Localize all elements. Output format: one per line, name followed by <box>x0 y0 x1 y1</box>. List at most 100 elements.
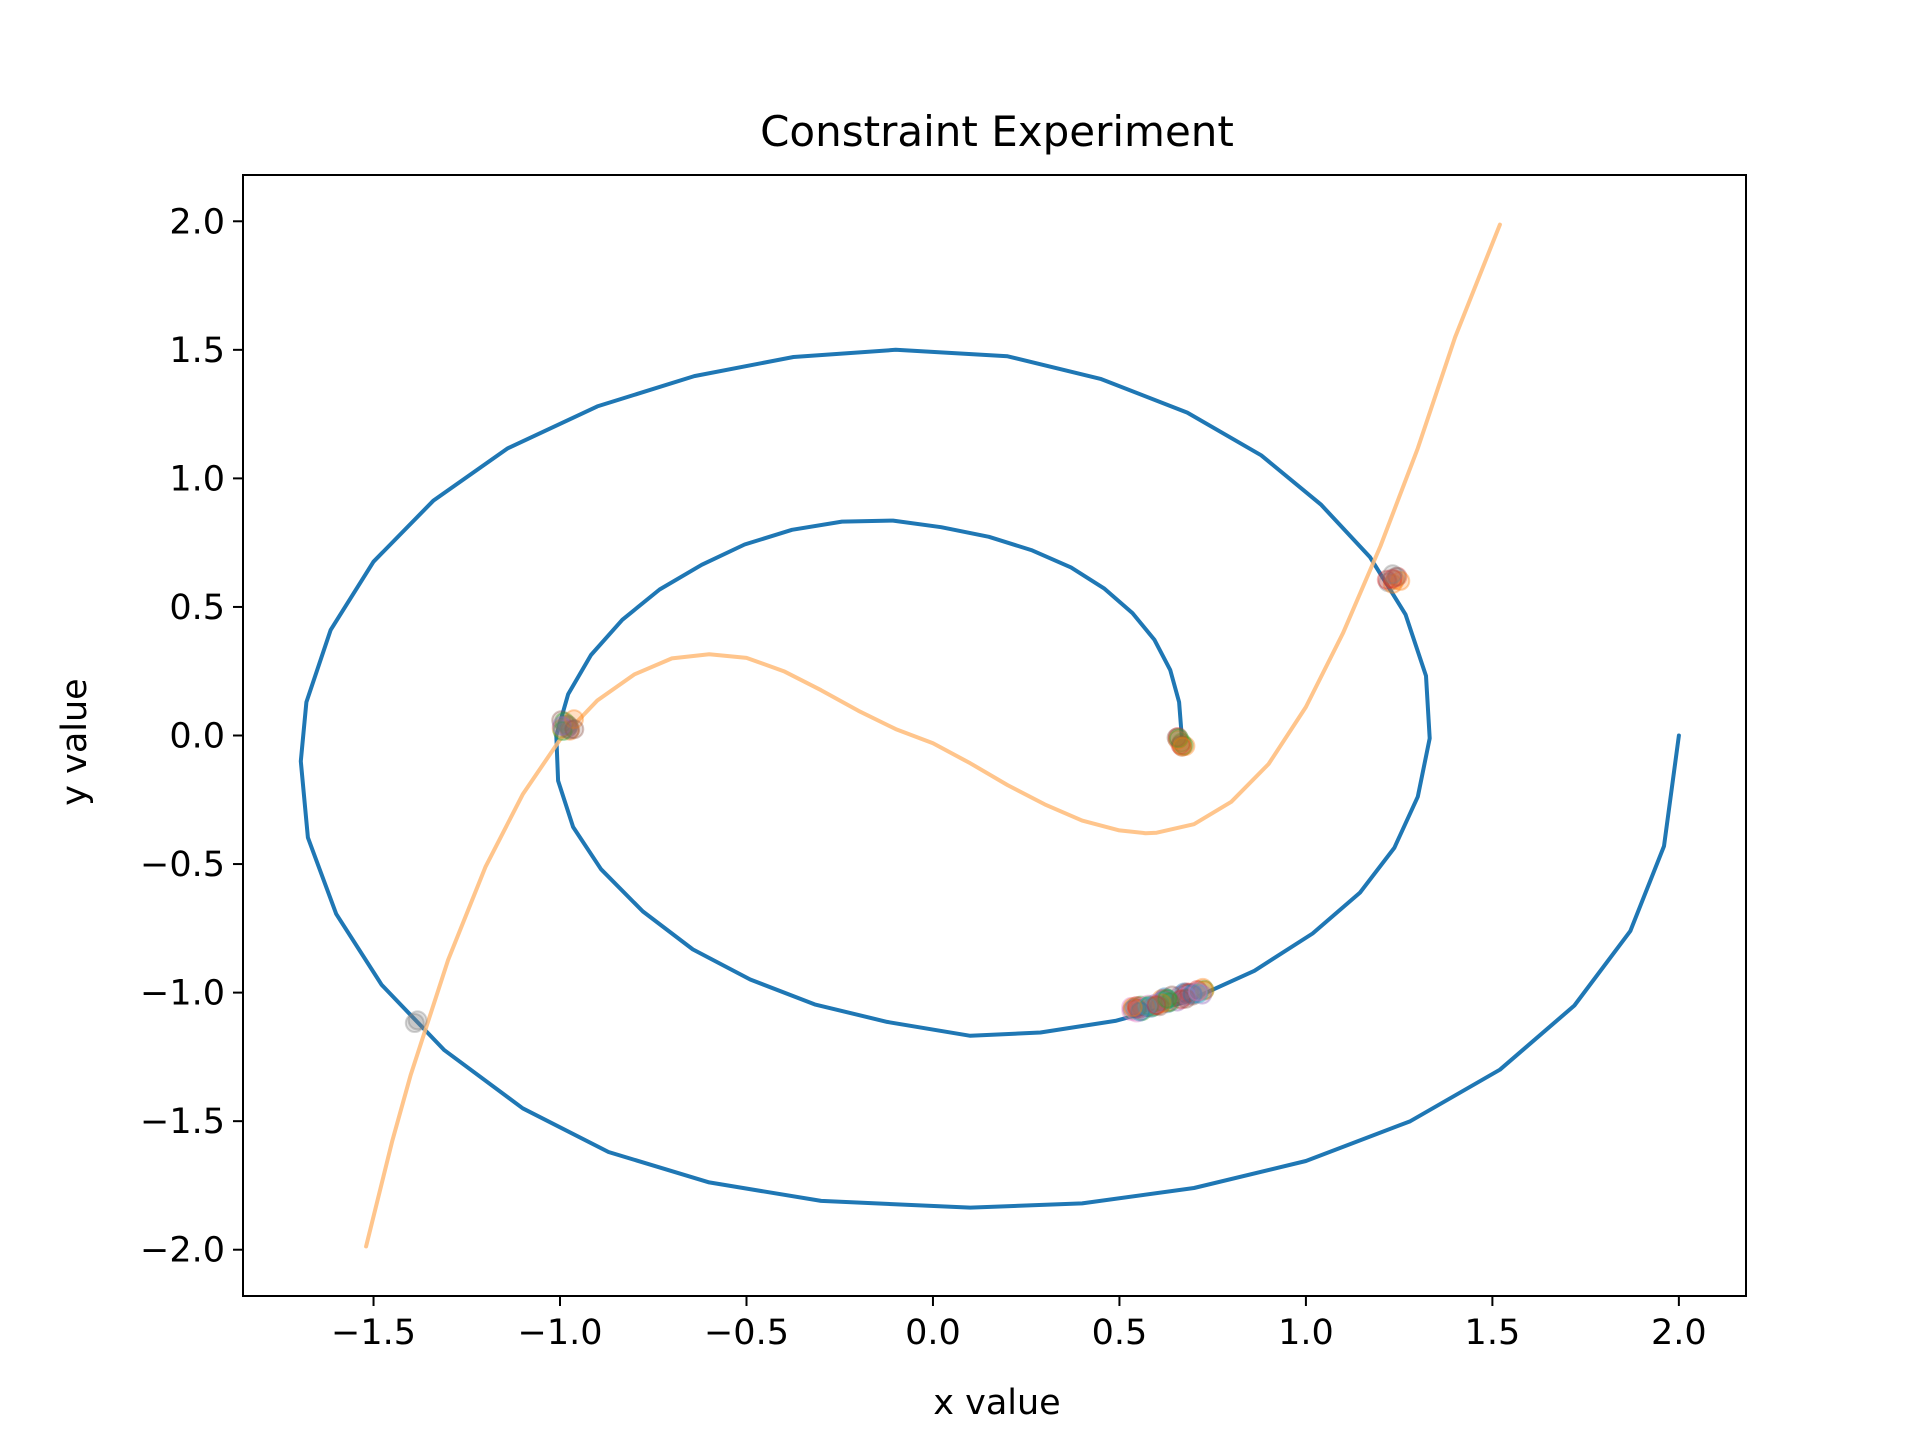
scatter-point <box>1154 989 1175 1010</box>
x-tick-label: 0.0 <box>905 1313 961 1353</box>
scatter-point <box>1153 990 1174 1011</box>
scatter-point <box>564 719 585 740</box>
x-tick-label: −1.0 <box>518 1313 603 1353</box>
scatter-point <box>1147 995 1168 1015</box>
scatter-point <box>1127 998 1147 1019</box>
scatter-point <box>1138 994 1158 1015</box>
scatter-point <box>551 710 572 731</box>
scatter-point <box>559 720 580 741</box>
scatter-point <box>1137 997 1158 1017</box>
scatter-point <box>1130 995 1151 1016</box>
x-tick-label: 2.0 <box>1651 1313 1707 1353</box>
plot-frame <box>242 174 1747 1297</box>
scatter-point <box>1146 995 1167 1016</box>
scatter-point <box>1153 991 1174 1012</box>
x-tick-label: 0.5 <box>1092 1313 1148 1353</box>
scatter-point <box>1169 985 1190 1006</box>
y-tick-label: −1.5 <box>140 1102 225 1142</box>
scatter-point <box>1126 996 1147 1016</box>
scatter-point <box>558 715 579 736</box>
scatter-point <box>1188 981 1209 1002</box>
scatter-point <box>1157 992 1178 1013</box>
scatter-point <box>558 716 579 737</box>
scatter-point <box>1157 993 1178 1014</box>
scatter-point <box>1382 573 1403 594</box>
scatter-point <box>1387 566 1408 587</box>
x-tick-label: 1.0 <box>1278 1313 1334 1353</box>
scatter-point <box>1378 572 1399 593</box>
scatter-point <box>1175 988 1196 1009</box>
scatter-point <box>1160 992 1180 1013</box>
scatter-point <box>1172 736 1193 757</box>
scatter-point <box>551 718 572 739</box>
y-tick-label: 0.0 <box>169 717 225 757</box>
scatter-point <box>556 715 577 736</box>
scatter-point <box>1187 979 1208 1000</box>
scatter-point <box>1128 999 1149 1020</box>
scatter-point <box>1139 995 1160 1016</box>
scatter-point <box>1130 1001 1151 1022</box>
scatter-point <box>1121 996 1142 1017</box>
scatter-point <box>1187 981 1208 1002</box>
scatter-point <box>1154 987 1175 1008</box>
scatter-point <box>552 721 573 741</box>
scatter-point <box>1179 982 1200 1003</box>
scatter-point <box>1172 736 1192 757</box>
scatter-point <box>1122 999 1143 1020</box>
y-tick-label: 1.5 <box>169 331 225 371</box>
scatter-point <box>1145 993 1166 1014</box>
scatter-point <box>1376 569 1397 590</box>
scatter-point <box>1171 989 1192 1010</box>
scatter-point <box>1175 736 1196 756</box>
scatter-point <box>1153 989 1174 1009</box>
scatter-point <box>1176 982 1197 1003</box>
scatter-point <box>1153 990 1174 1011</box>
scatter-point <box>1170 735 1191 756</box>
scatter-point <box>1167 991 1188 1012</box>
series-line-curve <box>364 222 1502 1249</box>
scatter-point <box>554 711 575 732</box>
scatter-point <box>1194 979 1215 1000</box>
scatter-point <box>1167 727 1188 747</box>
scatter-point <box>1182 983 1203 1004</box>
y-tick-label: −2.0 <box>140 1231 225 1271</box>
scatter-point <box>1192 984 1213 1005</box>
y-tick-label: 0.5 <box>169 588 225 628</box>
x-axis-label: x value <box>933 1383 1060 1423</box>
scatter-point <box>1174 982 1195 1003</box>
scatter-point <box>1122 997 1143 1018</box>
scatter-point <box>551 715 572 736</box>
scatter-point <box>1386 566 1407 587</box>
y-tick-label: −1.0 <box>140 974 225 1014</box>
scatter-point <box>1157 989 1178 1010</box>
scatter-point <box>1182 985 1203 1006</box>
scatter-point <box>1151 989 1172 1010</box>
scatter-point <box>1155 990 1176 1011</box>
scatter-point <box>1171 732 1192 753</box>
scatter-point <box>1157 988 1178 1009</box>
scatter-point <box>1137 996 1158 1017</box>
scatter-point <box>1188 983 1209 1004</box>
scatter-point <box>1143 996 1164 1017</box>
scatter-point <box>1382 564 1403 585</box>
scatter-point <box>564 709 584 730</box>
scatter-point <box>1176 986 1197 1006</box>
y-axis-label: y value <box>55 678 95 805</box>
scatter-point <box>557 714 578 735</box>
y-tick-label: 2.0 <box>169 202 225 242</box>
scatter-point <box>557 718 578 739</box>
scatter-point <box>1149 996 1170 1017</box>
scatter-point <box>1136 997 1157 1018</box>
scatter-point <box>1129 998 1150 1019</box>
x-tick-label: 1.5 <box>1465 1313 1521 1353</box>
scatter-point <box>1126 1002 1147 1023</box>
scatter-point <box>1162 985 1182 1006</box>
scatter-point <box>1151 993 1172 1014</box>
y-tick-label: 1.0 <box>169 459 225 499</box>
scatter-point <box>404 1013 425 1033</box>
y-tick-label: −0.5 <box>140 845 225 885</box>
scatter-point <box>560 719 580 740</box>
scatter-point <box>1390 570 1411 591</box>
